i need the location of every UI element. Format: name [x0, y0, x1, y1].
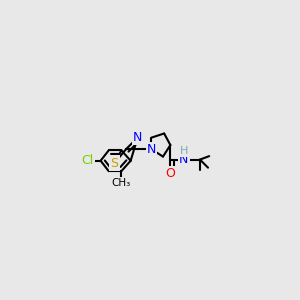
Text: Cl: Cl [81, 154, 94, 167]
Text: O: O [165, 167, 175, 180]
Text: H: H [180, 146, 188, 156]
Text: CH₃: CH₃ [112, 178, 131, 188]
Text: N: N [147, 143, 156, 156]
Text: S: S [110, 157, 118, 169]
Text: N: N [179, 153, 188, 166]
Text: N: N [133, 131, 142, 144]
